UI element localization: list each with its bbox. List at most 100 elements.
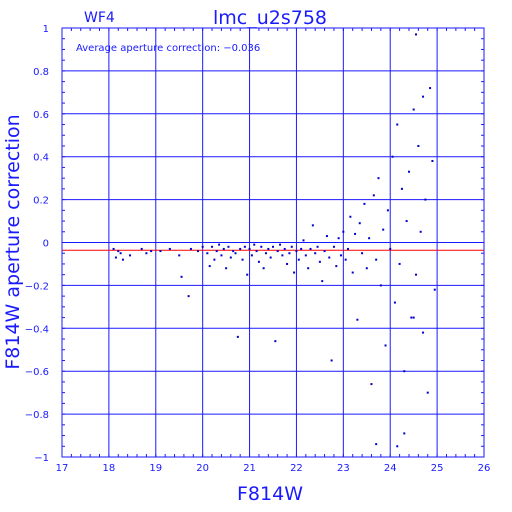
data-point bbox=[332, 245, 335, 248]
y-tick-label: 0 bbox=[43, 239, 49, 250]
data-point bbox=[232, 250, 235, 253]
data-point bbox=[318, 260, 321, 263]
data-point bbox=[234, 252, 237, 255]
data-point bbox=[321, 280, 324, 283]
data-point bbox=[342, 230, 345, 233]
data-point bbox=[286, 262, 289, 265]
data-point bbox=[290, 245, 293, 248]
data-point bbox=[241, 258, 244, 261]
data-point bbox=[159, 250, 162, 253]
data-point bbox=[393, 301, 396, 304]
y-tick-label: 0.8 bbox=[33, 67, 49, 78]
data-point bbox=[281, 254, 284, 257]
data-point bbox=[300, 247, 303, 250]
data-point bbox=[403, 370, 406, 373]
data-point bbox=[246, 273, 249, 276]
data-point bbox=[358, 222, 361, 225]
data-point bbox=[178, 254, 181, 257]
data-point bbox=[410, 316, 413, 319]
data-point bbox=[243, 245, 246, 248]
x-tick-label: 24 bbox=[384, 463, 397, 474]
data-point bbox=[215, 250, 218, 253]
x-tick-label: 17 bbox=[56, 463, 69, 474]
data-point bbox=[128, 254, 131, 257]
data-point bbox=[168, 247, 171, 250]
data-point bbox=[370, 383, 373, 386]
data-point bbox=[218, 243, 221, 246]
x-tick-label: 19 bbox=[149, 463, 162, 474]
x-tick-label: 20 bbox=[196, 463, 209, 474]
data-point bbox=[206, 252, 209, 255]
data-point bbox=[187, 295, 190, 298]
data-point bbox=[417, 144, 420, 147]
data-point bbox=[361, 252, 364, 255]
data-point bbox=[335, 265, 338, 268]
data-point bbox=[180, 275, 183, 278]
x-tick-label: 22 bbox=[290, 463, 303, 474]
data-point bbox=[267, 247, 270, 250]
data-point bbox=[382, 228, 385, 231]
data-point bbox=[276, 250, 279, 253]
data-point bbox=[328, 256, 331, 259]
data-point bbox=[253, 243, 256, 246]
data-point bbox=[407, 170, 410, 173]
y-tick-label: −0.4 bbox=[25, 324, 49, 335]
data-point bbox=[372, 194, 375, 197]
y-axis-label: F814W aperture correction bbox=[2, 114, 24, 369]
data-point bbox=[363, 202, 366, 205]
data-point bbox=[150, 250, 153, 253]
data-point bbox=[419, 230, 422, 233]
data-point bbox=[433, 288, 436, 291]
data-point bbox=[384, 344, 387, 347]
plot-border bbox=[61, 27, 485, 458]
data-point bbox=[389, 247, 392, 250]
data-point bbox=[403, 432, 406, 435]
data-point bbox=[337, 237, 340, 240]
data-point bbox=[257, 260, 260, 263]
data-point bbox=[307, 267, 310, 270]
y-tick-label: −0.2 bbox=[25, 281, 49, 292]
data-point bbox=[283, 247, 286, 250]
y-tick-label: −0.8 bbox=[25, 410, 49, 421]
y-tick-label: 0.4 bbox=[33, 153, 49, 164]
data-point bbox=[264, 252, 267, 255]
data-point bbox=[248, 247, 251, 250]
data-point bbox=[398, 262, 401, 265]
data-point bbox=[431, 159, 434, 162]
data-point bbox=[211, 245, 214, 248]
y-tick-label: −1 bbox=[34, 453, 49, 464]
data-point bbox=[274, 340, 277, 343]
y-tick-label: 0.6 bbox=[33, 110, 49, 121]
data-point bbox=[415, 33, 418, 36]
data-point bbox=[400, 187, 403, 190]
data-point bbox=[412, 108, 415, 111]
data-point bbox=[272, 245, 274, 248]
data-point bbox=[262, 267, 265, 270]
x-axis-label: F814W bbox=[237, 483, 303, 505]
data-point bbox=[424, 198, 427, 201]
data-point bbox=[112, 247, 115, 250]
data-point bbox=[375, 443, 378, 446]
data-point bbox=[325, 235, 328, 238]
data-point bbox=[119, 252, 122, 255]
average-annotation: Average aperture correction: −0.036 bbox=[76, 43, 260, 54]
x-tick-label: 26 bbox=[478, 463, 491, 474]
data-point bbox=[311, 224, 314, 227]
chip-label: WF4 bbox=[84, 10, 115, 26]
data-point bbox=[415, 273, 418, 276]
data-point bbox=[405, 220, 408, 223]
data-points bbox=[112, 33, 436, 448]
data-point bbox=[288, 252, 291, 255]
x-tick-label: 21 bbox=[243, 463, 256, 474]
y-tick-label: 1 bbox=[43, 24, 49, 35]
data-point bbox=[239, 247, 242, 250]
data-point bbox=[323, 250, 326, 253]
data-point bbox=[295, 250, 298, 253]
data-point bbox=[365, 267, 368, 270]
data-point bbox=[189, 247, 192, 250]
x-tick-label: 23 bbox=[337, 463, 350, 474]
data-point bbox=[412, 316, 415, 319]
data-point bbox=[260, 245, 263, 248]
data-point bbox=[368, 237, 371, 240]
